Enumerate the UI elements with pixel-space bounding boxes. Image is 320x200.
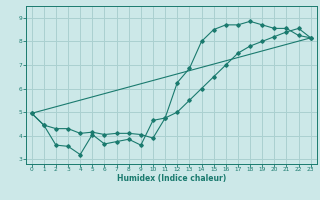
X-axis label: Humidex (Indice chaleur): Humidex (Indice chaleur)	[116, 174, 226, 183]
